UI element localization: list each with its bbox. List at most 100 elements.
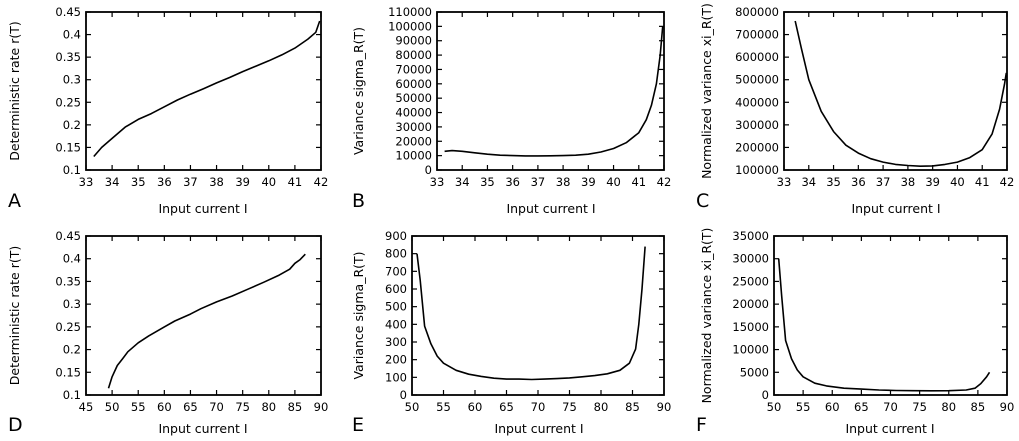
x-tick-label: 40 [261, 175, 276, 189]
panel-b: 33 34 35 36 37 38 39 40 41 42 01000020000300004000… [351, 5, 671, 216]
y-tick-label: 400000 [735, 95, 779, 109]
x-tick-label: 42 [1000, 175, 1015, 189]
panel-e: 50 55 60 65 70 75 80 85 900100200300400500600700… [351, 229, 671, 436]
x-tick-label: 70 [883, 400, 898, 414]
panel-letter: C [696, 190, 709, 212]
plot-frame [783, 11, 1008, 171]
x-tick-label: 80 [941, 400, 956, 414]
y-tick-label: 600 [385, 282, 407, 296]
y-tick-label: 90000 [395, 34, 432, 48]
panel-c: 33 34 35 36 37 38 39 40 41 42 100000 200000 300000 40… [696, 3, 1014, 216]
y-tick-label: 0.4 [63, 252, 81, 266]
y-tick-label: 0.45 [55, 5, 81, 19]
y-tick-label: 25000 [732, 274, 769, 288]
x-tick-label: 85 [288, 400, 303, 414]
y-axis-label: Deterministic rate r(T) [7, 246, 22, 386]
x-tick-label: 38 [901, 175, 916, 189]
panel-letter: B [352, 190, 365, 212]
y-tick-label: 0.25 [55, 320, 81, 334]
y-tick-label: 700000 [735, 28, 779, 42]
y-tick-label: 300000 [735, 118, 779, 132]
x-tick-label: 60 [468, 400, 483, 414]
y-tick-label: 500 [385, 300, 407, 314]
x-tick-label: 33 [430, 175, 445, 189]
y-tick-label: 10000 [395, 149, 432, 163]
y-tick-label: 200 [385, 353, 407, 367]
y-tick-label: 700 [385, 264, 407, 278]
y-tick-label: 0.3 [63, 297, 81, 311]
y-tick-label: 0.15 [55, 365, 81, 379]
y-tick-label: 110000 [388, 5, 432, 19]
y-tick-label: 500000 [735, 73, 779, 87]
y-tick-label: 10000 [732, 343, 769, 357]
y-axis-label: Variance sigma_R(T) [351, 251, 366, 379]
x-axis-label: Input current I [158, 421, 247, 436]
y-axis-label: Normalized variance xi_R(T) [699, 3, 714, 179]
x-tick-label: 40 [606, 175, 621, 189]
x-tick-label: 42 [314, 175, 329, 189]
x-tick-label: 38 [556, 175, 571, 189]
x-tick-label: 42 [657, 175, 672, 189]
x-tick-label: 90 [314, 400, 329, 414]
y-tick-label: 40000 [395, 106, 432, 120]
x-tick-label: 35 [480, 175, 495, 189]
panel-d: 45 50 55 60 65 70 75 80 85 90 0.1 0.15 0.2 0.25 0.3 0.3… [7, 229, 328, 436]
x-tick-label: 34 [455, 175, 470, 189]
panel-letter: D [8, 414, 23, 436]
panel-a: 33 34 35 36 37 38 39 40 41 42 0.1 0.15 0.2 0.25 0.3 0.3… [7, 5, 328, 216]
x-tick-label: 39 [925, 175, 940, 189]
y-tick-label: 100 [385, 370, 407, 384]
x-tick-label: 39 [581, 175, 596, 189]
x-tick-label: 34 [105, 175, 120, 189]
y-tick-label: 400 [385, 317, 407, 331]
x-tick-label: 50 [105, 400, 120, 414]
y-tick-label: 800 [385, 247, 407, 261]
y-tick-label: 0.35 [55, 50, 81, 64]
x-axis-label: Input current I [158, 201, 247, 216]
y-tick-label: 0 [762, 388, 769, 402]
x-tick-label: 36 [505, 175, 520, 189]
y-tick-label: 100000 [388, 19, 432, 33]
y-axis-label: Deterministic rate r(T) [7, 21, 22, 161]
x-tick-label: 70 [209, 400, 224, 414]
x-tick-label: 90 [657, 400, 672, 414]
x-tick-label: 80 [594, 400, 609, 414]
x-tick-label: 40 [950, 175, 965, 189]
x-tick-label: 65 [854, 400, 869, 414]
y-tick-label: 300 [385, 335, 407, 349]
x-tick-label: 33 [777, 175, 792, 189]
y-tick-label: 5000 [740, 365, 769, 379]
x-tick-label: 39 [235, 175, 250, 189]
y-tick-label: 0.4 [63, 28, 81, 42]
y-tick-label: 20000 [395, 134, 432, 148]
series-line [794, 20, 1008, 167]
y-tick-label: 0 [400, 388, 407, 402]
x-tick-label: 36 [157, 175, 172, 189]
y-tick-label: 60000 [395, 77, 432, 91]
plot-frame [85, 11, 322, 171]
y-tick-label: 100000 [735, 163, 779, 177]
y-tick-label: 50000 [395, 91, 432, 105]
x-tick-label: 65 [499, 400, 514, 414]
y-tick-label: 0.3 [63, 73, 81, 87]
y-tick-label: 800000 [735, 5, 779, 19]
y-axis-label: Variance sigma_R(T) [351, 27, 366, 155]
x-tick-label: 55 [131, 400, 146, 414]
x-tick-label: 75 [235, 400, 250, 414]
series-line [444, 26, 664, 157]
x-tick-label: 75 [912, 400, 927, 414]
x-axis-label: Input current I [851, 201, 940, 216]
x-tick-label: 90 [1000, 400, 1015, 414]
x-axis-label: Input current I [845, 421, 934, 436]
x-tick-label: 34 [801, 175, 816, 189]
panel-letter: E [352, 414, 364, 436]
x-axis-label: Input current I [494, 421, 583, 436]
x-tick-label: 60 [157, 400, 172, 414]
plot-frame [411, 235, 665, 396]
y-tick-label: 0.25 [55, 95, 81, 109]
plot-frame [773, 235, 1008, 396]
x-tick-label: 70 [531, 400, 546, 414]
plot-frame [436, 11, 665, 171]
y-tick-label: 0.2 [63, 343, 81, 357]
